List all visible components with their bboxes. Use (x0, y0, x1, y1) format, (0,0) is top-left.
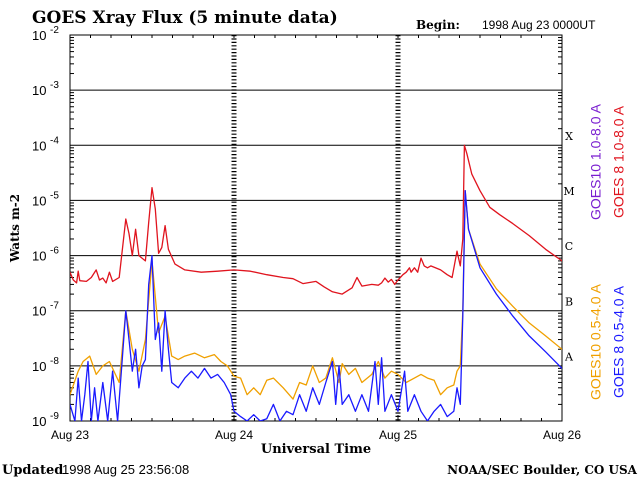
begin-label: Begin: (416, 18, 460, 32)
y-tick-label: 10 -2 (32, 25, 59, 43)
y-tick-exponent: -5 (50, 190, 59, 201)
y-tick-exponent: -8 (50, 356, 59, 367)
y-tick-base: 10 (32, 28, 46, 43)
x-tick-label: Aug 24 (215, 428, 253, 442)
y-tick-exponent: -3 (50, 80, 59, 91)
series-line-2 (70, 190, 562, 400)
flare-class-label: B (565, 295, 573, 308)
y-tick-base: 10 (32, 414, 46, 429)
x-tick-labels: Aug 23 Aug 24 Aug 25 Aug 26 (51, 428, 581, 442)
y-tick-base: 10 (32, 249, 46, 264)
y-tick-exponent: -2 (50, 25, 59, 36)
begin-value: 1998 Aug 23 0000UT (482, 18, 596, 32)
series-lines (70, 144, 562, 421)
y-tick-label: 10 -9 (32, 411, 59, 429)
y-tick-label: 10 -3 (32, 80, 59, 98)
day-boundary-markers (69, 35, 563, 421)
legend-entry: GOES 8 1.0-8.0 A (611, 105, 627, 218)
y-tick-labels: 10 -2 10 -3 10 -4 10 -5 10 -6 10 -7 10 -8 10 -9 (32, 25, 59, 429)
updated-label: Updated (2, 463, 63, 478)
legend-entry: GOES 8 0.5-4.0 A (611, 285, 627, 398)
y-tick-label: 10 -4 (32, 135, 59, 153)
flare-class-labels: X M C B A (563, 130, 574, 364)
y-tick-base: 10 (32, 83, 46, 98)
x-tick-label: Aug 26 (543, 428, 581, 442)
legend-entry: GOES10 1.0-8.0 A (588, 103, 604, 220)
x-tick-label: Aug 23 (51, 428, 89, 442)
y-tick-label: 10 -6 (32, 246, 59, 264)
flare-class-label: C (565, 240, 573, 253)
y-tick-base: 10 (32, 304, 46, 319)
y-tick-base: 10 (32, 193, 46, 208)
updated-value: 1998 Aug 25 23:56:08 (62, 462, 189, 477)
legend-entry: GOES10 0.5-4.0 A (588, 283, 604, 400)
legend: GOES10 1.0-8.0 A GOES 8 1.0-8.0 A GOES10 0… (588, 103, 627, 400)
y-tick-base: 10 (32, 138, 46, 153)
x-tick-label: Aug 25 (379, 428, 417, 442)
y-tick-label: 10 -8 (32, 356, 59, 374)
flare-class-label: X (565, 130, 573, 143)
y-axis-title: Watts m-2 (8, 194, 22, 263)
y-tick-exponent: -6 (50, 246, 59, 257)
y-tick-label: 10 -5 (32, 190, 59, 208)
y-tick-exponent: -9 (50, 411, 59, 422)
series-line-1 (70, 144, 562, 295)
series-line-3 (70, 190, 562, 421)
chart-title: GOES Xray Flux (5 minute data) (32, 8, 338, 28)
y-tick-label: 10 -7 (32, 301, 59, 319)
flare-class-label: A (564, 351, 574, 364)
flare-class-label: M (563, 185, 574, 198)
credit-text: NOAA/SEC Boulder, CO USA (447, 463, 638, 477)
y-tick-base: 10 (32, 359, 46, 374)
x-axis-title: Universal Time (261, 442, 371, 457)
y-tick-exponent: -4 (50, 135, 59, 146)
y-tick-exponent: -7 (50, 301, 59, 312)
